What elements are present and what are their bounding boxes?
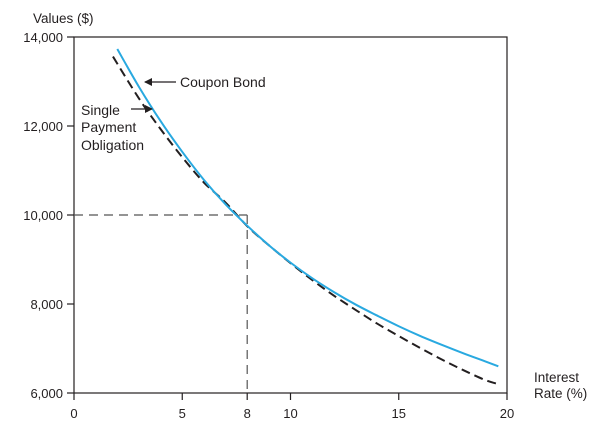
single-payment-obligation-line <box>112 56 499 386</box>
x-tick-label: 5 <box>179 406 186 421</box>
y-tick-label: 6,000 <box>30 386 63 401</box>
x-axis-title-line-2: Rate (%) <box>534 386 587 401</box>
x-tick-label: 8 <box>244 406 251 421</box>
y-axis-title: Values ($) <box>33 11 94 26</box>
x-tick-label: 20 <box>500 406 514 421</box>
y-axis: 6,000 8,000 10,000 12,000 14,000 <box>23 30 74 401</box>
y-tick-label: 12,000 <box>23 119 63 134</box>
x-tick-label: 10 <box>283 406 297 421</box>
x-tick-label: 0 <box>70 406 77 421</box>
x-axis: 0 5 8 10 15 20 <box>70 393 514 421</box>
x-tick-label: 15 <box>392 406 406 421</box>
single-payment-label-line-3: Obligation <box>81 137 144 153</box>
x-axis-title-line-1: Interest <box>534 370 579 385</box>
single-payment-label-line-1: Single <box>81 102 120 118</box>
coupon-bond-line <box>116 48 499 368</box>
y-tick-label: 10,000 <box>23 208 63 223</box>
coupon-bond-label: Coupon Bond <box>180 74 266 90</box>
single-payment-label-line-2: Payment <box>81 119 136 135</box>
y-tick-label: 8,000 <box>30 297 63 312</box>
y-tick-label: 14,000 <box>23 30 63 45</box>
